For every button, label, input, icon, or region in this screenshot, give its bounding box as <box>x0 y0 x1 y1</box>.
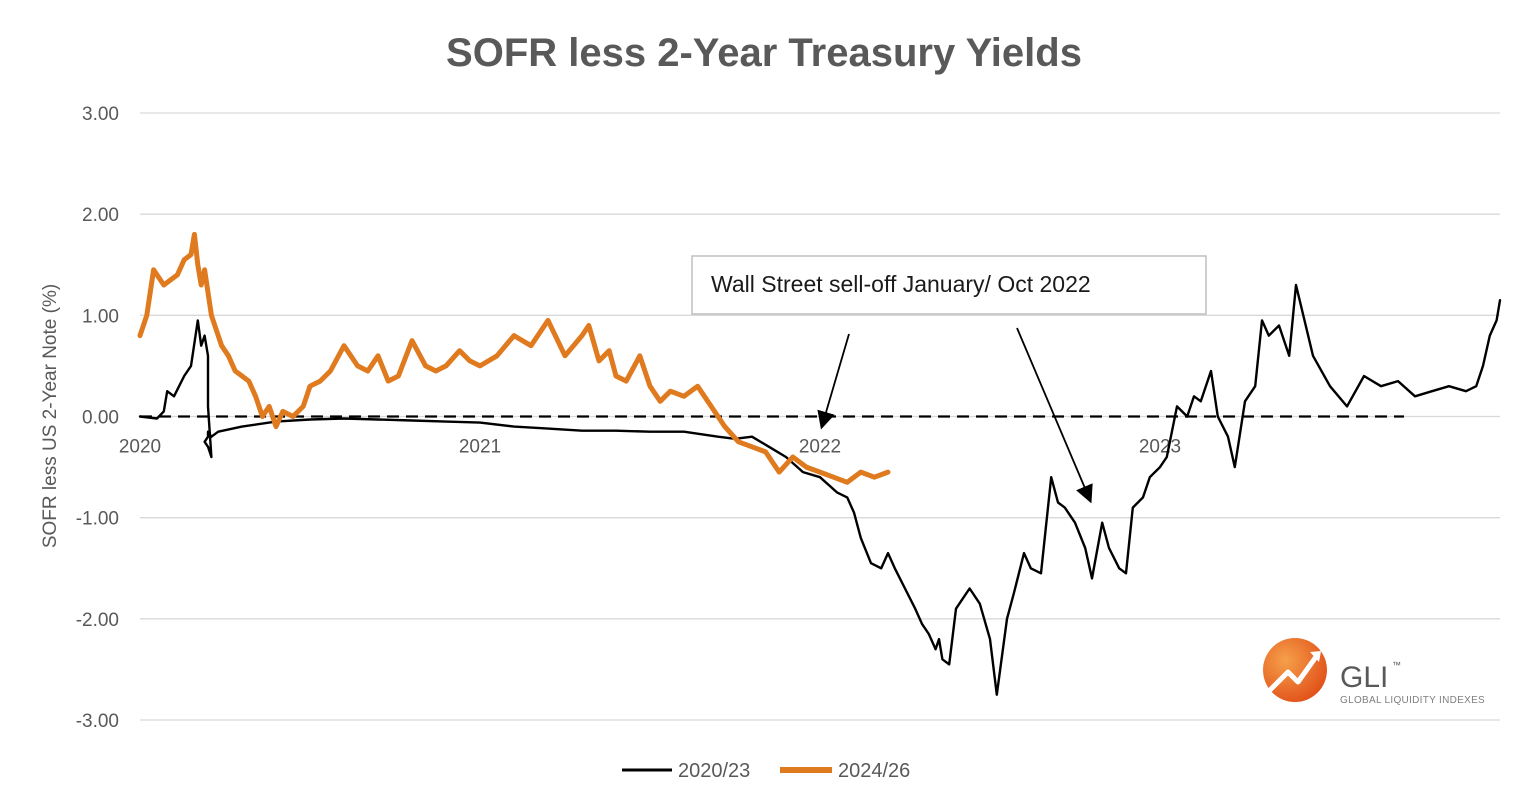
y-tick-label: 0.00 <box>82 408 119 429</box>
gli-ball-icon <box>1263 638 1327 702</box>
y-tick-label: 2.00 <box>82 205 119 226</box>
logo-tm: ™ <box>1392 660 1401 670</box>
gli-logo: GLI ™ GLOBAL LIQUIDITY INDEXES <box>1263 638 1485 706</box>
annotation-arrow-january <box>817 333 850 430</box>
y-tick-label: 1.00 <box>82 306 119 327</box>
y-tick-label: -2.00 <box>76 610 119 631</box>
legend: 2020/23 2024/26 <box>622 760 910 782</box>
x-tick-label: 2023 <box>1139 437 1181 458</box>
x-tick-label: 2020 <box>119 437 161 458</box>
x-tick-label: 2022 <box>799 437 841 458</box>
series-line-2024-26 <box>137 231 891 485</box>
chart-title: SOFR less 2-Year Treasury Yields <box>446 31 1082 75</box>
series-line-2020-23 <box>138 283 1502 696</box>
annotation-text: Wall Street sell-off January/ Oct 2022 <box>711 271 1091 297</box>
y-tick-labels: 3.00 2.00 1.00 0.00 -1.00 -2.00 -3.00 <box>76 104 119 732</box>
y-tick-label: -3.00 <box>76 711 119 732</box>
legend-label-2024-26: 2024/26 <box>838 760 910 782</box>
series-lines <box>137 231 1502 696</box>
logo-mark: GLI <box>1340 661 1388 694</box>
logo-subtitle: GLOBAL LIQUIDITY INDEXES <box>1340 695 1485 706</box>
legend-label-2020-23: 2020/23 <box>678 760 750 782</box>
grid-lines <box>140 112 1500 721</box>
y-tick-label: -1.00 <box>76 509 119 530</box>
x-tick-label: 2021 <box>459 437 501 458</box>
x-tick-labels: 2020 2021 2022 2023 <box>119 437 1181 458</box>
y-tick-label: 3.00 <box>82 104 119 125</box>
annotation-arrow-october <box>1016 327 1093 504</box>
annotation-callout: Wall Street sell-off January/ Oct 2022 <box>691 255 1207 504</box>
annotation-box <box>691 255 1207 315</box>
y-axis-label: SOFR less US 2-Year Note (%) <box>40 284 61 548</box>
